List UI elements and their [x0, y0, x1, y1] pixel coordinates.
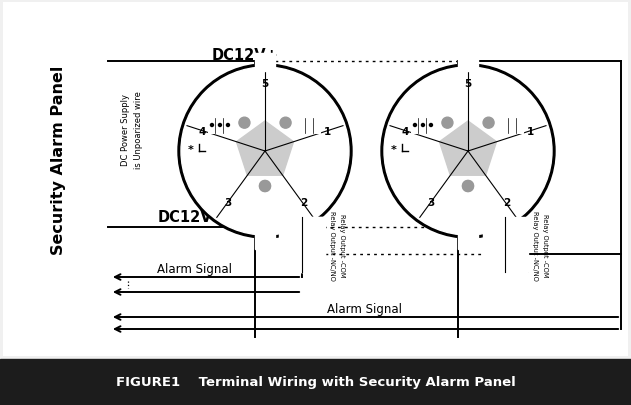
Circle shape	[178, 65, 352, 239]
Text: 1: 1	[324, 126, 331, 136]
Bar	[507, 174, 528, 188]
Bar	[458, 54, 478, 72]
Bar	[411, 119, 433, 134]
Bar	[208, 119, 230, 134]
Circle shape	[259, 181, 271, 192]
Bar	[270, 83, 276, 89]
Text: FIGURE1    Terminal Wiring with Security Alarm Panel: FIGURE1 Terminal Wiring with Security Al…	[115, 375, 516, 388]
Circle shape	[218, 124, 221, 127]
Text: 2: 2	[300, 198, 307, 208]
Ellipse shape	[514, 145, 538, 158]
Circle shape	[413, 124, 416, 127]
Text: *: *	[188, 145, 194, 155]
Circle shape	[211, 124, 213, 127]
Bar	[0, 359, 631, 405]
Bar	[8, 8, 108, 312]
Text: Relay Output -COM: Relay Output -COM	[542, 213, 548, 277]
Text: 1: 1	[527, 126, 534, 136]
Polygon shape	[237, 122, 293, 176]
Text: Relay Output -NC/NO: Relay Output -NC/NO	[329, 210, 335, 280]
Text: 5: 5	[464, 79, 471, 89]
Circle shape	[227, 124, 230, 127]
FancyBboxPatch shape	[203, 143, 225, 162]
Bar	[483, 217, 528, 272]
Circle shape	[430, 124, 432, 127]
Bar	[304, 174, 324, 188]
Bar	[4, 4, 627, 355]
Bar	[458, 231, 478, 249]
Circle shape	[442, 118, 453, 129]
Circle shape	[463, 181, 473, 192]
Bar	[501, 119, 523, 134]
Bar	[0, 0, 631, 359]
Text: DC12V-: DC12V-	[158, 210, 218, 225]
Circle shape	[463, 181, 473, 192]
FancyBboxPatch shape	[406, 143, 428, 162]
Circle shape	[483, 118, 494, 129]
Circle shape	[381, 65, 555, 239]
Circle shape	[239, 118, 250, 129]
Circle shape	[422, 124, 425, 127]
Text: DC Power Supply
is Unpoarized wire: DC Power Supply is Unpoarized wire	[121, 91, 143, 168]
Text: Alarm Signal: Alarm Signal	[156, 262, 232, 275]
Text: 4: 4	[199, 126, 206, 136]
Circle shape	[384, 68, 552, 235]
Circle shape	[181, 68, 349, 235]
Text: 2: 2	[503, 198, 510, 208]
Text: Relay Output -NC/NO: Relay Output -NC/NO	[532, 210, 538, 280]
Bar	[298, 119, 320, 134]
Circle shape	[183, 70, 347, 233]
Bar	[206, 174, 226, 188]
Text: 3: 3	[225, 198, 232, 208]
Circle shape	[386, 70, 550, 233]
Text: 4: 4	[401, 126, 409, 136]
Bar	[388, 138, 396, 146]
Circle shape	[280, 118, 291, 129]
Text: *: *	[391, 145, 397, 155]
Polygon shape	[439, 122, 497, 176]
Text: 3: 3	[428, 198, 435, 208]
Ellipse shape	[311, 145, 335, 158]
Bar	[279, 217, 325, 272]
Circle shape	[259, 181, 271, 192]
Bar	[280, 217, 325, 272]
Bar	[185, 138, 193, 146]
Bar	[255, 54, 275, 72]
Bar	[409, 174, 428, 188]
Bar	[473, 83, 479, 89]
Text: Relay Output -COM: Relay Output -COM	[339, 213, 345, 277]
Text: 5: 5	[261, 79, 269, 89]
Text: Alarm Signal: Alarm Signal	[327, 302, 402, 315]
Bar	[255, 231, 275, 249]
Text: DC12V+: DC12V+	[212, 47, 279, 62]
Text: Security Alarm Panel: Security Alarm Panel	[50, 66, 66, 255]
